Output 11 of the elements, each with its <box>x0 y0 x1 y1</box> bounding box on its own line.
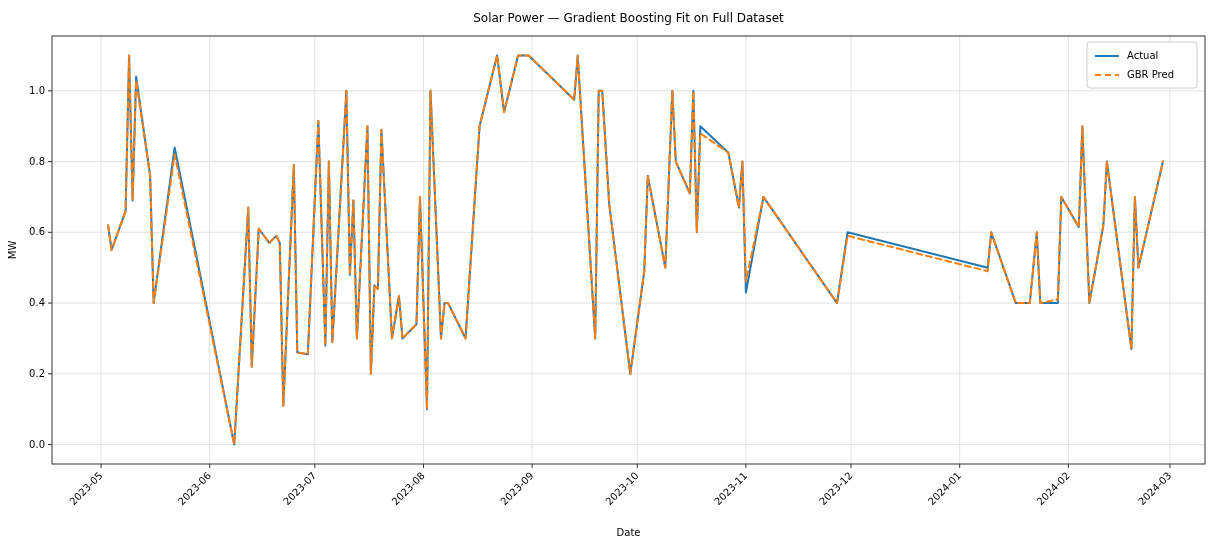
y-tick-label: 0.2 <box>29 367 45 379</box>
chart-title: Solar Power — Gradient Boosting Fit on Full Dataset <box>473 11 785 25</box>
y-tick-label: 0.6 <box>29 226 45 238</box>
y-tick-label: 0.8 <box>29 155 45 167</box>
y-tick-label: 1.0 <box>29 84 45 96</box>
x-axis-title: Date <box>616 527 641 538</box>
legend-label: GBR Pred <box>1127 69 1174 80</box>
y-axis-title: MW <box>7 240 18 260</box>
legend-label: Actual <box>1127 50 1159 61</box>
y-tick-label: 0.0 <box>29 438 45 450</box>
y-tick-label: 0.4 <box>29 297 45 309</box>
